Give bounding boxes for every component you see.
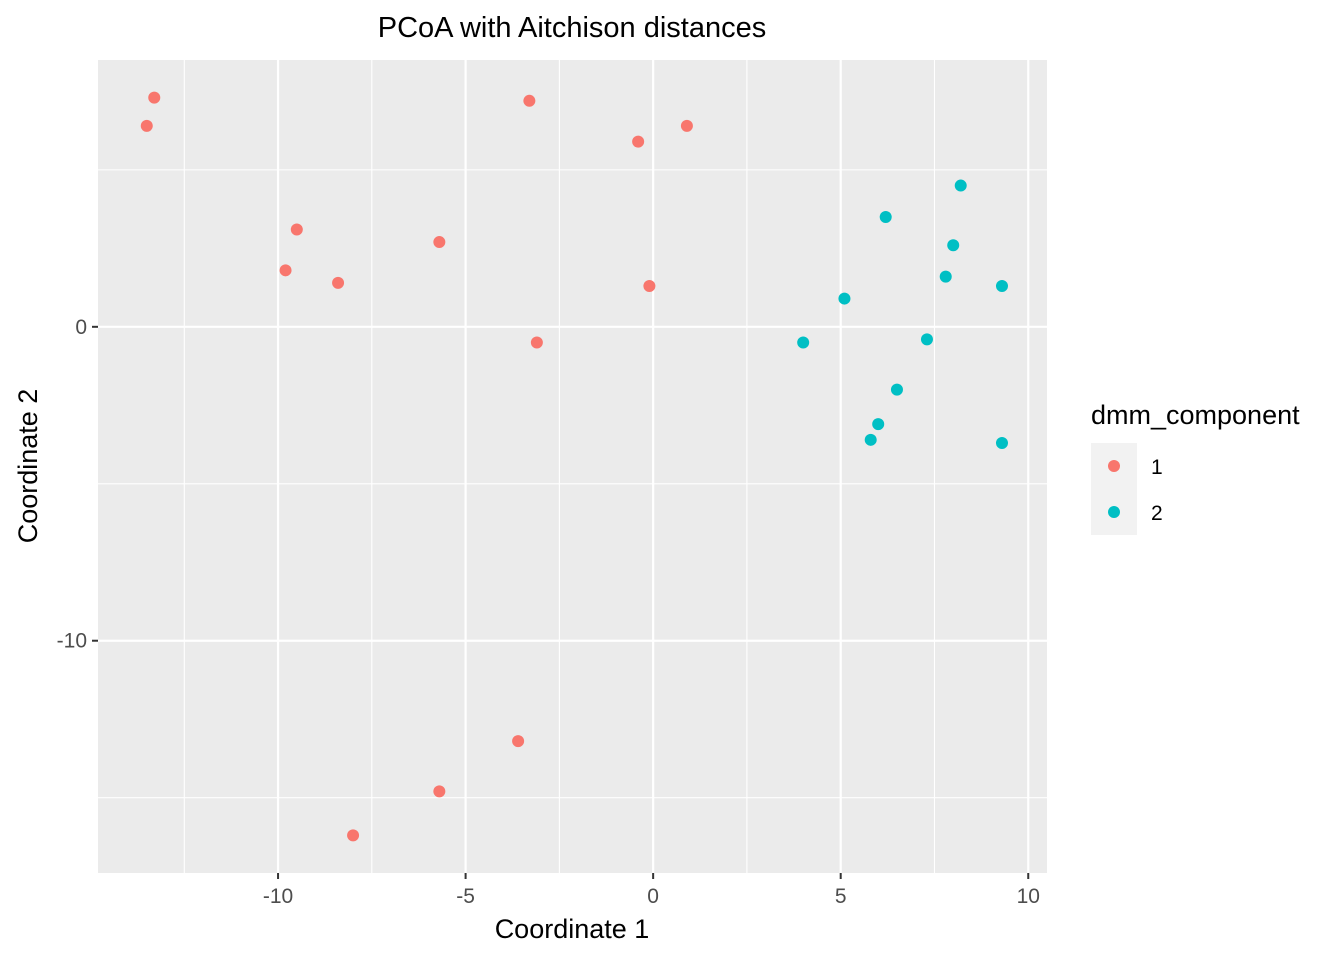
- minor-gridlines: [98, 60, 1047, 873]
- data-point-series-1: [643, 280, 656, 293]
- x-tick-label: 0: [647, 885, 659, 908]
- legend-key-dot-2: [1108, 506, 1120, 518]
- x-tick-label: -5: [456, 885, 475, 908]
- x-tick-label: 5: [835, 885, 847, 908]
- chart-title: PCoA with Aitchison distances: [378, 12, 766, 44]
- data-point-series-2: [797, 336, 810, 349]
- y-tick-label: -10: [57, 630, 87, 653]
- legend-label-1: 1: [1151, 456, 1163, 479]
- major-gridlines: [98, 60, 1047, 873]
- x-tick-label: -10: [263, 885, 293, 908]
- data-point-series-1: [290, 223, 303, 236]
- legend-key-dot-1: [1108, 460, 1120, 472]
- data-point-series-1: [530, 336, 543, 349]
- data-point-series-1: [680, 119, 693, 132]
- data-point-series-2: [879, 210, 892, 223]
- data-point-series-1: [433, 236, 446, 249]
- data-point-series-2: [947, 239, 960, 252]
- data-point-series-1: [433, 785, 446, 798]
- data-point-series-2: [954, 179, 967, 192]
- x-axis-ticks: -10 -5 0 5 10: [263, 873, 1040, 908]
- data-point-series-2: [939, 270, 952, 283]
- data-points: [140, 91, 1008, 842]
- data-point-series-2: [890, 383, 903, 396]
- legend-item-1: 1: [1091, 443, 1163, 489]
- y-axis-ticks: -10 0: [57, 316, 98, 653]
- data-point-series-1: [512, 735, 525, 748]
- plot-panel: [98, 60, 1047, 873]
- data-point-series-1: [347, 829, 360, 842]
- legend-title: dmm_component: [1091, 400, 1300, 430]
- data-point-series-1: [148, 91, 161, 104]
- legend: dmm_component 1 2: [1091, 400, 1300, 535]
- legend-item-2: 2: [1091, 489, 1163, 535]
- data-point-series-1: [523, 94, 536, 107]
- data-point-series-2: [864, 433, 877, 446]
- data-point-series-2: [872, 418, 885, 431]
- y-tick-label: 0: [75, 316, 87, 339]
- data-point-series-1: [332, 276, 345, 289]
- data-point-series-2: [838, 292, 851, 305]
- data-point-series-1: [632, 135, 645, 148]
- legend-label-2: 2: [1151, 502, 1163, 525]
- data-point-series-2: [920, 333, 933, 346]
- data-point-series-2: [995, 436, 1008, 449]
- data-point-series-2: [995, 280, 1008, 293]
- data-point-series-1: [279, 264, 292, 277]
- x-tick-label: 10: [1017, 885, 1040, 908]
- data-point-series-1: [140, 119, 153, 132]
- x-axis-title: Coordinate 1: [495, 914, 650, 944]
- y-axis-title: Coordinate 2: [13, 389, 43, 544]
